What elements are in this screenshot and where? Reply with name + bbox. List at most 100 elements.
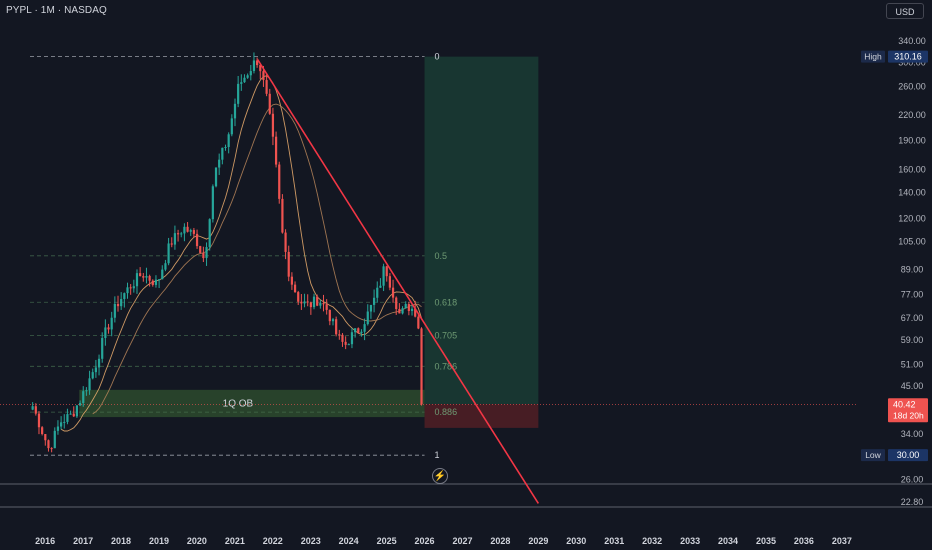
candle-body	[284, 232, 287, 252]
candle-body	[278, 164, 281, 199]
candle	[104, 319, 107, 346]
candle-body	[145, 275, 148, 278]
candle	[82, 386, 85, 407]
stop-loss-zone[interactable]	[424, 404, 539, 428]
candle-body	[60, 422, 63, 427]
low-label-tag-text: Low	[865, 450, 881, 460]
candle	[129, 284, 132, 295]
x-tick-label: 2036	[794, 536, 814, 546]
candle-body	[69, 413, 72, 415]
candle	[268, 88, 271, 115]
candle	[161, 265, 164, 280]
candle-body	[189, 230, 192, 232]
candle-body	[290, 276, 293, 285]
candle-body	[293, 284, 297, 293]
candle-body	[281, 198, 284, 233]
moving-average-long	[92, 103, 422, 415]
candle	[158, 279, 161, 289]
candle-body	[44, 434, 47, 441]
candle	[354, 328, 357, 338]
candle-body	[372, 297, 376, 305]
candle	[410, 304, 414, 316]
candle	[113, 296, 116, 323]
fibonacci-levels: 0 0.5 0.618 0.705 0.786 0.886 1	[30, 52, 458, 460]
candle	[192, 227, 195, 238]
bar-countdown: 18d 20h	[893, 410, 924, 420]
y-tick-label: 67.00	[901, 313, 924, 323]
candle	[382, 263, 385, 292]
candle-body	[350, 332, 354, 345]
candle	[357, 327, 360, 334]
candle	[290, 272, 293, 290]
candle-body	[214, 167, 218, 187]
candle	[148, 274, 151, 287]
price-axis[interactable]: 340.00300.00260.00220.00190.00160.00140.…	[861, 36, 928, 507]
candle-body	[369, 304, 373, 312]
candle	[303, 293, 306, 308]
candle-body	[221, 147, 224, 160]
candle-body	[335, 319, 338, 335]
candle	[88, 370, 91, 395]
candle-body	[268, 93, 271, 114]
fib-level-label: 0.705	[435, 330, 458, 340]
candle-body	[262, 71, 265, 81]
candle-body	[199, 246, 202, 253]
candle	[126, 282, 129, 299]
y-tick-label: 45.00	[901, 381, 924, 391]
candle-body	[252, 60, 256, 72]
candle	[37, 411, 41, 435]
candle	[404, 301, 407, 309]
candle-body	[161, 269, 164, 280]
candle-body	[243, 77, 246, 83]
candle-body	[173, 233, 177, 245]
candle-body	[78, 403, 82, 406]
candle	[116, 295, 120, 312]
x-tick-label: 2035	[756, 536, 776, 546]
time-axis[interactable]: 2016 2017 2018 2019 2020 2021 2022 2023 2024 2025…	[35, 536, 852, 546]
candle-body	[246, 75, 249, 78]
candle-body	[41, 427, 44, 435]
candle-body	[385, 266, 388, 277]
high-label-tag-text: High	[864, 52, 882, 62]
candle-body	[142, 276, 145, 278]
low-price-tag-box	[888, 449, 928, 462]
high-price-tag: 310.16	[888, 50, 928, 63]
moving-average-short	[60, 75, 422, 432]
x-tick-label: 2022	[263, 536, 283, 546]
profit-target-zone[interactable]	[424, 56, 539, 405]
candle-body	[180, 233, 183, 235]
candle	[31, 402, 34, 411]
candle	[300, 294, 303, 310]
candle-body	[37, 413, 41, 428]
moving-averages	[60, 75, 422, 432]
candle	[205, 242, 208, 266]
currency-button[interactable]: USD	[886, 3, 924, 19]
descending-trendline[interactable]	[256, 59, 540, 504]
candle-body	[195, 233, 199, 247]
candle	[101, 332, 104, 363]
candle-body	[91, 372, 94, 379]
x-tick-label: 2032	[642, 536, 662, 546]
candle-body	[265, 80, 268, 94]
candle	[132, 279, 135, 293]
candle-body	[148, 275, 151, 281]
candle-body	[303, 301, 306, 304]
candle	[69, 410, 72, 415]
candle	[47, 439, 50, 452]
x-tick-label: 2030	[566, 536, 586, 546]
candle	[110, 311, 113, 337]
candle-body	[407, 304, 410, 311]
candle-body	[417, 316, 420, 329]
candle	[91, 368, 94, 380]
candle-body	[331, 319, 335, 322]
candle	[316, 294, 319, 307]
candle	[167, 237, 170, 266]
candle-body	[66, 414, 69, 422]
candle-body	[104, 327, 107, 338]
x-tick-label: 2027	[452, 536, 472, 546]
y-tick-label: 120.00	[898, 214, 926, 224]
lightning-icon[interactable]: ⚡	[432, 468, 448, 484]
candle-body	[328, 309, 331, 322]
candle-body	[164, 263, 167, 270]
